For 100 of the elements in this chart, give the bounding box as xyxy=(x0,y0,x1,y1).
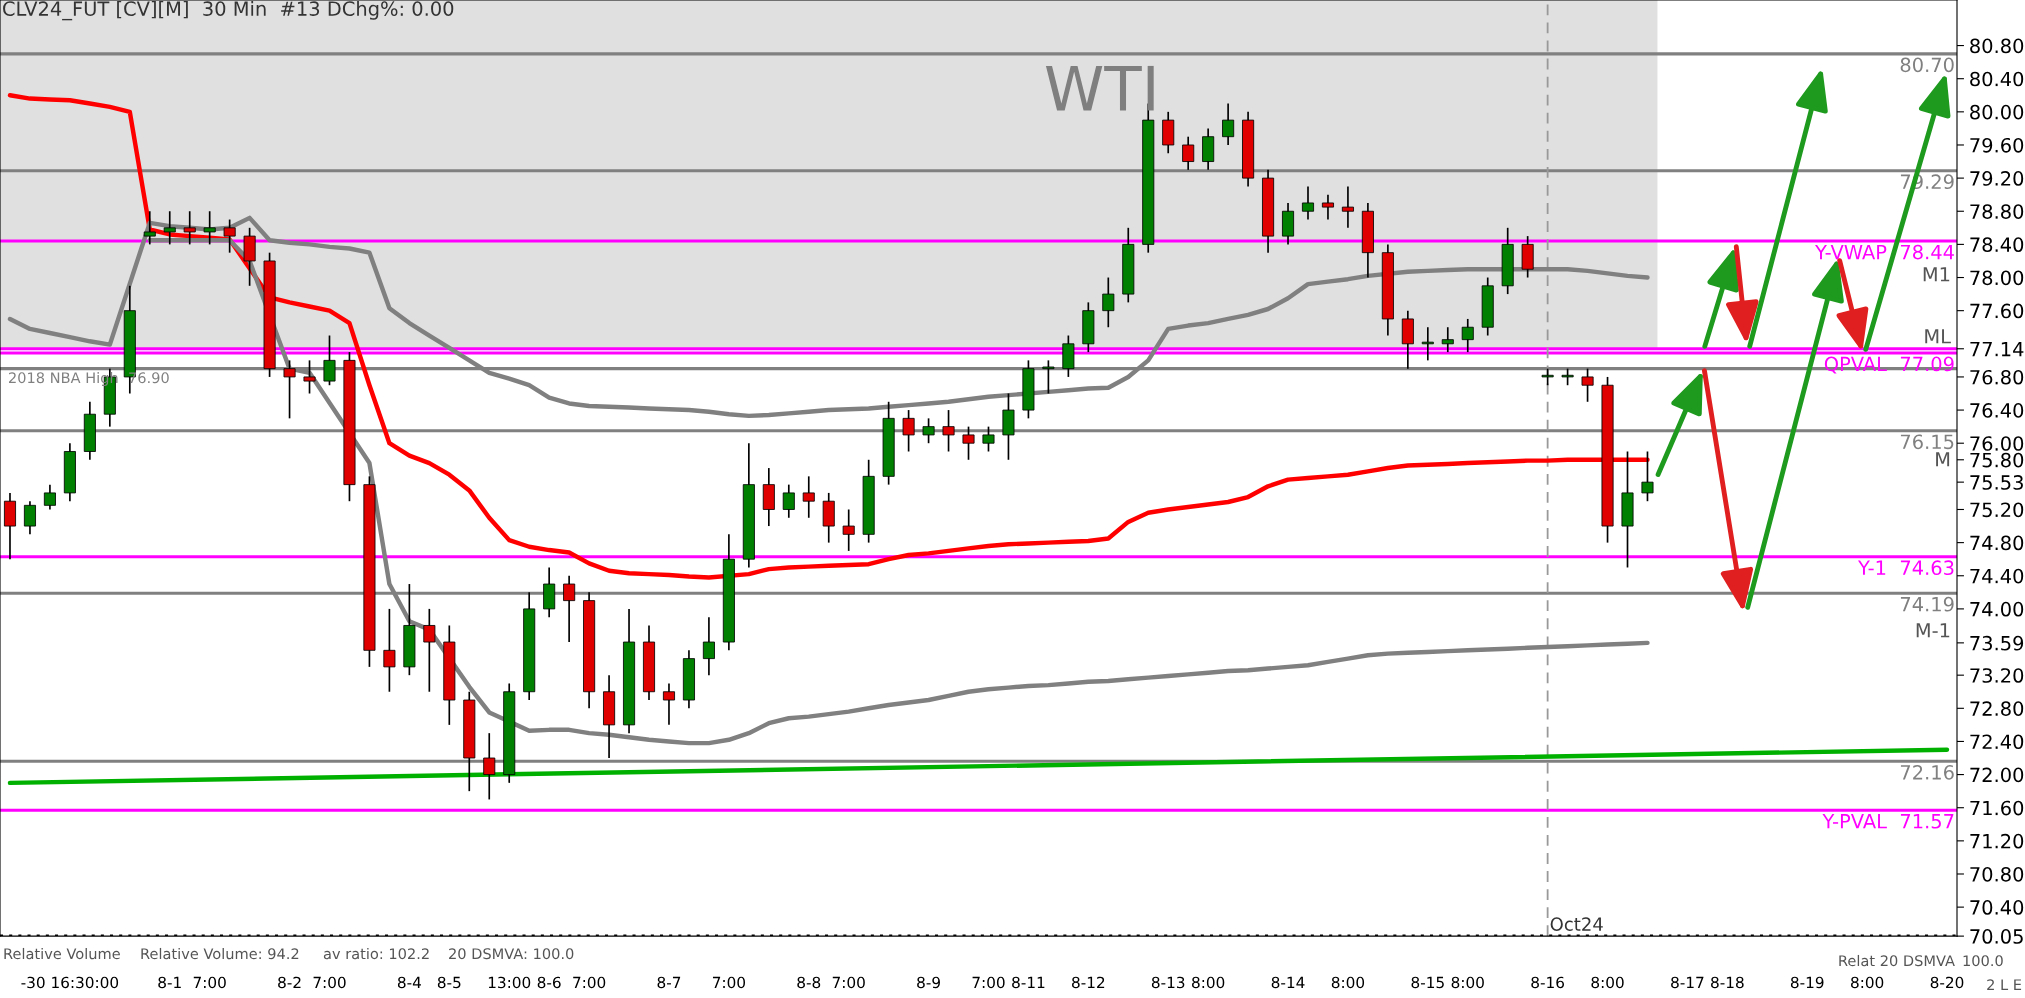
x-tick-label: 8-5 xyxy=(437,976,461,989)
x-tick-label: 7:00 xyxy=(712,976,746,989)
x-tick-label: 8-14 xyxy=(1271,976,1305,989)
text: Relative Volume: 94.2 xyxy=(141,947,299,960)
y-tick-label: 76.40 xyxy=(1970,403,2024,418)
text: Relat 20 DSMVA xyxy=(1839,954,1955,967)
y-tick-label: 76.80 xyxy=(1970,369,2024,385)
y-tick-label: 77.14 xyxy=(1970,341,2024,357)
candlestick xyxy=(483,732,496,801)
text: av ratio: 102.2 xyxy=(323,947,429,960)
annotation: M xyxy=(1936,452,1950,467)
ref-line-label: 74.19 xyxy=(1900,596,1954,612)
candlestick xyxy=(662,682,675,726)
text: 20 DSMVA: 100.0 xyxy=(449,948,574,960)
x-tick-label: 8-9 xyxy=(917,976,940,989)
text: 2 L E xyxy=(1987,979,2022,991)
y-tick-label: 79.60 xyxy=(1970,137,2024,153)
y-tick-label: 71.60 xyxy=(1970,800,2024,816)
x-tick-label: 8-7 xyxy=(657,976,681,989)
candlestick xyxy=(1641,450,1654,503)
candlestick xyxy=(982,425,995,453)
ref-line-label: Y-VWAP 78.44 xyxy=(1815,244,1954,260)
candlestick xyxy=(1042,359,1055,395)
candlestick xyxy=(842,508,855,552)
candlestick xyxy=(423,608,436,693)
x-tick-label: 7:00 xyxy=(832,976,865,989)
candlestick xyxy=(23,500,36,536)
candlestick xyxy=(383,608,396,693)
y-tick-label: 72.40 xyxy=(1970,734,2024,750)
candlestick xyxy=(942,409,955,453)
y-tick-label: 70.05 xyxy=(1970,929,2023,944)
x-tick-label: 7:00 xyxy=(313,976,346,989)
candlestick xyxy=(962,425,975,461)
x-tick-label: 8:00 xyxy=(1331,976,1365,989)
candlestick xyxy=(1102,276,1115,329)
y-tick-label: 78.00 xyxy=(1970,270,2024,286)
text: WTI xyxy=(1045,65,1154,111)
candlestick xyxy=(43,483,56,511)
y-tick-label: 75.53 xyxy=(1970,475,2023,490)
candlestick xyxy=(1581,367,1594,403)
candlestick xyxy=(802,475,815,519)
candlestick xyxy=(1461,318,1474,353)
y-tick-label: 80.00 xyxy=(1970,104,2024,120)
x-tick-label: 8-1 xyxy=(158,976,181,989)
annotation: M1 xyxy=(1923,267,1950,282)
x-tick-label: 8:00 xyxy=(1851,976,1884,989)
x-tick-label: 8-4 xyxy=(397,976,421,989)
y-tick-label: 71.20 xyxy=(1970,833,2024,849)
y-tick-label: 70.40 xyxy=(1970,900,2024,915)
candlestick xyxy=(223,218,236,254)
ref-line-label: QPVAL 77.09 xyxy=(1824,356,1954,374)
y-tick-label: 70.80 xyxy=(1970,866,2024,882)
candlestick xyxy=(1301,185,1315,221)
x-tick-label: 8-8 xyxy=(797,976,821,989)
y-tick-label: 74.80 xyxy=(1970,535,2024,551)
ref-line-label: 76.15 xyxy=(1900,434,1954,450)
y-tick-label: 78.80 xyxy=(1970,204,2024,219)
ref-line-label: Y-1 74.63 xyxy=(1857,560,1954,576)
candlestick xyxy=(1182,135,1195,171)
candlestick xyxy=(563,574,576,643)
candlestick xyxy=(1421,326,1434,362)
candlestick xyxy=(1222,102,1235,146)
candlestick xyxy=(143,210,156,246)
candlestick xyxy=(1441,326,1454,353)
x-tick-label: 8-13 xyxy=(1151,976,1185,989)
text: 100.0 xyxy=(1963,955,2003,967)
chart-subtitle: CLV24_FUT [CV][M] 30 Min #13 DChg%: 0.00 xyxy=(3,0,454,21)
annotation: ML xyxy=(1925,329,1951,344)
ref-line-label: Oct24 xyxy=(1550,917,1603,931)
y-tick-label: 72.00 xyxy=(1970,767,2024,783)
y-tick-label: 80.80 xyxy=(1970,38,2024,54)
x-tick-label: 8-18 xyxy=(1711,976,1744,989)
candlestick xyxy=(1321,193,1334,221)
candlestick xyxy=(323,334,336,387)
candlestick xyxy=(922,417,935,445)
candlestick xyxy=(1341,185,1354,229)
y-tick-label: 74.00 xyxy=(1970,601,2024,617)
x-tick-label: 8:00 xyxy=(1451,976,1484,989)
x-tick-label: 13:00 xyxy=(488,976,531,989)
candlestick xyxy=(163,210,176,246)
text: Relative Volume xyxy=(4,947,120,960)
x-tick-label: 7:00 xyxy=(193,976,226,989)
x-tick-label: 8-20 xyxy=(1930,976,1964,989)
candlestick xyxy=(902,409,915,453)
x-tick-label: 8-19 xyxy=(1790,976,1824,989)
x-tick-label: 8-11 xyxy=(1012,976,1045,989)
y-tick-label: 73.59 xyxy=(1970,635,2024,651)
y-tick-label: 79.20 xyxy=(1970,171,2024,186)
x-tick-label: 8:00 xyxy=(1192,976,1225,989)
y-tick-label: 74.40 xyxy=(1970,568,2024,584)
x-tick-label: -30 16:30:00 xyxy=(21,976,119,989)
x-tick-label: 7:00 xyxy=(972,976,1005,989)
ref-line-label: 80.70 xyxy=(1900,57,1954,73)
y-tick-label: 72.80 xyxy=(1970,701,2024,716)
candlestick xyxy=(203,210,216,246)
x-tick-label: 8:00 xyxy=(1591,976,1624,989)
y-tick-label: 73.20 xyxy=(1970,668,2024,683)
y-tick-label: 80.40 xyxy=(1970,71,2024,87)
x-tick-label: 8-12 xyxy=(1072,976,1105,989)
candlestick xyxy=(283,359,296,420)
